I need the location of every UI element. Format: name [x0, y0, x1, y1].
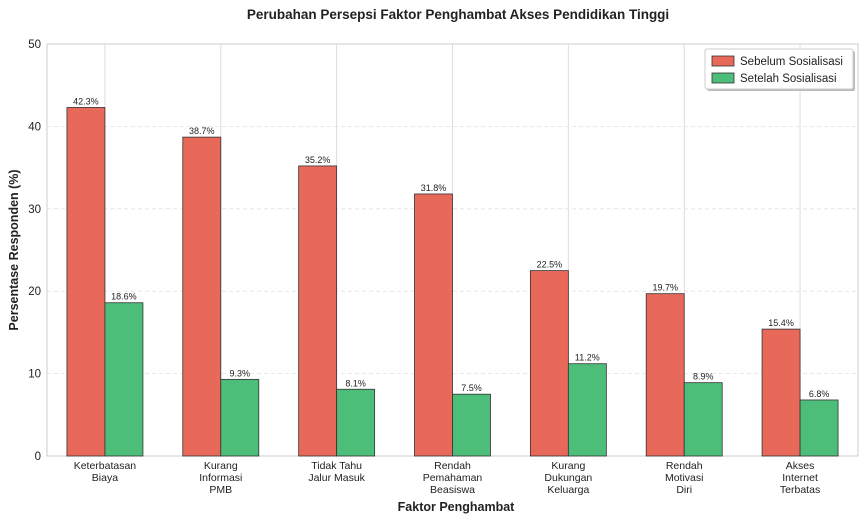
x-tick-label: Pemahaman	[423, 472, 483, 484]
bar-value-label: 18.6%	[111, 292, 137, 302]
x-tick-label: Rendah	[666, 460, 703, 472]
bar-value-label: 31.8%	[421, 183, 447, 193]
legend: Sebelum Sosialisasi Setelah Sosialisasi	[704, 48, 855, 91]
x-tick-label: Rendah	[434, 460, 471, 472]
y-axis-label: Persentase Responden (%)	[7, 169, 21, 330]
bar-sebelum	[645, 293, 685, 457]
bar-setelah	[683, 382, 723, 457]
y-tick-label: 0	[35, 451, 41, 463]
x-tick-label: Terbatas	[780, 484, 820, 496]
bar-setelah	[799, 399, 839, 457]
x-tick-label: Tidak Tahu	[311, 460, 362, 472]
bar-value-label: 19.7%	[652, 283, 678, 293]
x-axis-label: Faktor Penghambat	[398, 500, 516, 514]
bar-sebelum	[182, 136, 222, 457]
y-tick-label: 50	[28, 39, 41, 51]
y-tick-label: 10	[28, 369, 41, 381]
x-tick-label: Informasi	[199, 472, 242, 484]
x-tick-label: Diri	[676, 484, 692, 496]
x-tick-label: Dukungan	[544, 472, 592, 484]
chart-title: Perubahan Persepsi Faktor Penghambat Aks…	[247, 7, 669, 22]
bar-value-label: 8.9%	[693, 372, 714, 382]
x-tick-label: PMB	[209, 484, 232, 496]
x-tick-label: Biaya	[92, 472, 118, 484]
bar-value-label: 11.2%	[575, 353, 600, 363]
bar-setelah	[452, 393, 491, 457]
bar-value-label: 38.7%	[189, 126, 215, 136]
y-tick-label: 30	[28, 204, 41, 216]
bar-value-label: 7.5%	[461, 383, 482, 393]
legend-label: Sebelum Sosialisasi	[740, 56, 843, 68]
bar-value-label: 35.2%	[305, 155, 331, 165]
x-tick-label: Jalur Masuk	[308, 472, 365, 484]
bar-value-label: 42.3%	[73, 96, 99, 106]
legend-label: Setelah Sosialisasi	[740, 73, 837, 85]
bar-setelah	[567, 363, 607, 457]
x-tick-label: Keterbatasan	[74, 460, 137, 472]
x-axis-categories: KeterbatasanBiayaKurangInformasiPMBTidak…	[74, 460, 821, 496]
bar-value-label: 15.4%	[768, 318, 794, 328]
y-axis-ticks: 0 10 20 30 40 50	[28, 39, 41, 463]
x-tick-label: Kurang	[551, 460, 585, 472]
bar-setelah	[336, 388, 376, 457]
bar-sebelum	[761, 328, 801, 457]
x-tick-label: Internet	[782, 472, 818, 484]
x-tick-label: Kurang	[204, 460, 238, 472]
bar-setelah	[220, 378, 260, 457]
x-tick-label: Akses	[786, 460, 815, 472]
y-tick-label: 20	[28, 286, 41, 298]
legend-box	[704, 48, 854, 90]
bar-sebelum	[298, 165, 338, 457]
bar-value-label: 22.5%	[537, 260, 563, 270]
data-labels: 42.3% 18.6% 38.7% 9.3% 35.2% 8.1% 31.8% 7.5% 22.…	[73, 96, 829, 399]
bar-sebelum	[66, 107, 106, 457]
legend-swatch	[711, 55, 735, 67]
legend-swatch	[711, 72, 735, 84]
bar-sebelum	[529, 270, 569, 457]
bar-value-label: 8.1%	[345, 378, 366, 388]
x-tick-label: Keluarga	[547, 484, 589, 496]
bar-value-label: 6.8%	[809, 389, 830, 399]
bar-setelah	[104, 302, 144, 457]
y-tick-label: 40	[28, 121, 41, 133]
bar-sebelum	[414, 193, 453, 457]
bar-value-label: 9.3%	[230, 368, 251, 378]
x-tick-label: Motivasi	[665, 472, 704, 484]
bars	[66, 107, 839, 457]
x-tick-label: Beasiswa	[430, 484, 475, 496]
